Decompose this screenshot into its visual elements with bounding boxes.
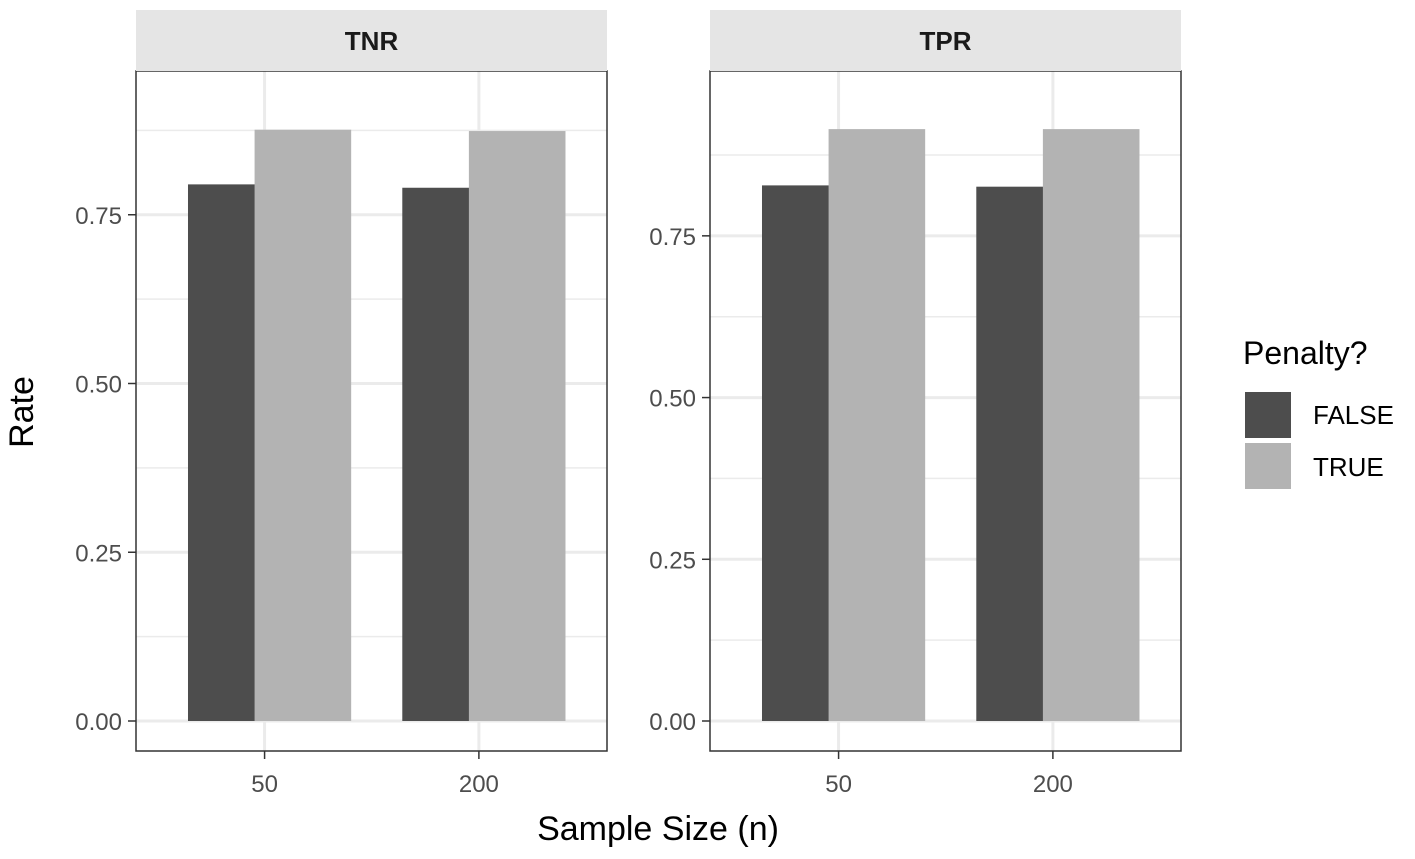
bar-tnr-50-false (187, 184, 263, 721)
panel-tpr: TPR 0.00 0.25 0.50 0.75 50 200 (649, 10, 1182, 798)
facet-strip-label: TPR (920, 26, 972, 56)
bar-tnr-200-true (468, 131, 566, 722)
x-axis-title: Sample Size (n) (537, 810, 779, 848)
y-tick-label: 0.00 (75, 709, 122, 736)
bar-tnr-50-true (254, 129, 352, 721)
legend-title: Penalty? (1243, 335, 1368, 371)
chart-panels: TNR 0.00 0.25 0.50 0.75 50 200 TPR 0.00 0.25 0.50 0… (75, 10, 1182, 798)
y-tick-label: 0.25 (649, 547, 696, 574)
facet-strip (136, 10, 607, 71)
bar-tpr-50-false (761, 185, 837, 721)
bar-tpr-200-false (976, 186, 1051, 721)
x-tick-label: 200 (1033, 771, 1073, 798)
legend-label-true: TRUE (1313, 452, 1384, 482)
y-tick-label: 0.50 (649, 386, 696, 413)
y-axis-title: Rate (3, 376, 41, 448)
bar-tpr-200-true (1042, 129, 1140, 721)
legend-swatch-true (1245, 443, 1291, 489)
legend-label-false: FALSE (1313, 400, 1394, 430)
x-tick-label: 50 (251, 771, 278, 798)
legend: Penalty? FALSE TRUE (1243, 335, 1394, 489)
y-tick-label: 0.75 (75, 203, 122, 230)
y-tick-label: 0.25 (75, 540, 122, 567)
x-tick-label: 200 (459, 771, 499, 798)
y-tick-label: 0.50 (75, 372, 122, 399)
bar-tnr-200-false (402, 187, 477, 721)
legend-swatch-false (1245, 392, 1291, 438)
x-tick-label: 50 (825, 771, 852, 798)
panel-tnr: TNR 0.00 0.25 0.50 0.75 50 200 (75, 10, 608, 798)
y-tick-label: 0.75 (649, 224, 696, 251)
facet-strip (710, 10, 1181, 71)
bar-tpr-50-true (828, 129, 926, 721)
facet-strip-label: TNR (345, 26, 399, 56)
y-tick-label: 0.00 (649, 709, 696, 736)
